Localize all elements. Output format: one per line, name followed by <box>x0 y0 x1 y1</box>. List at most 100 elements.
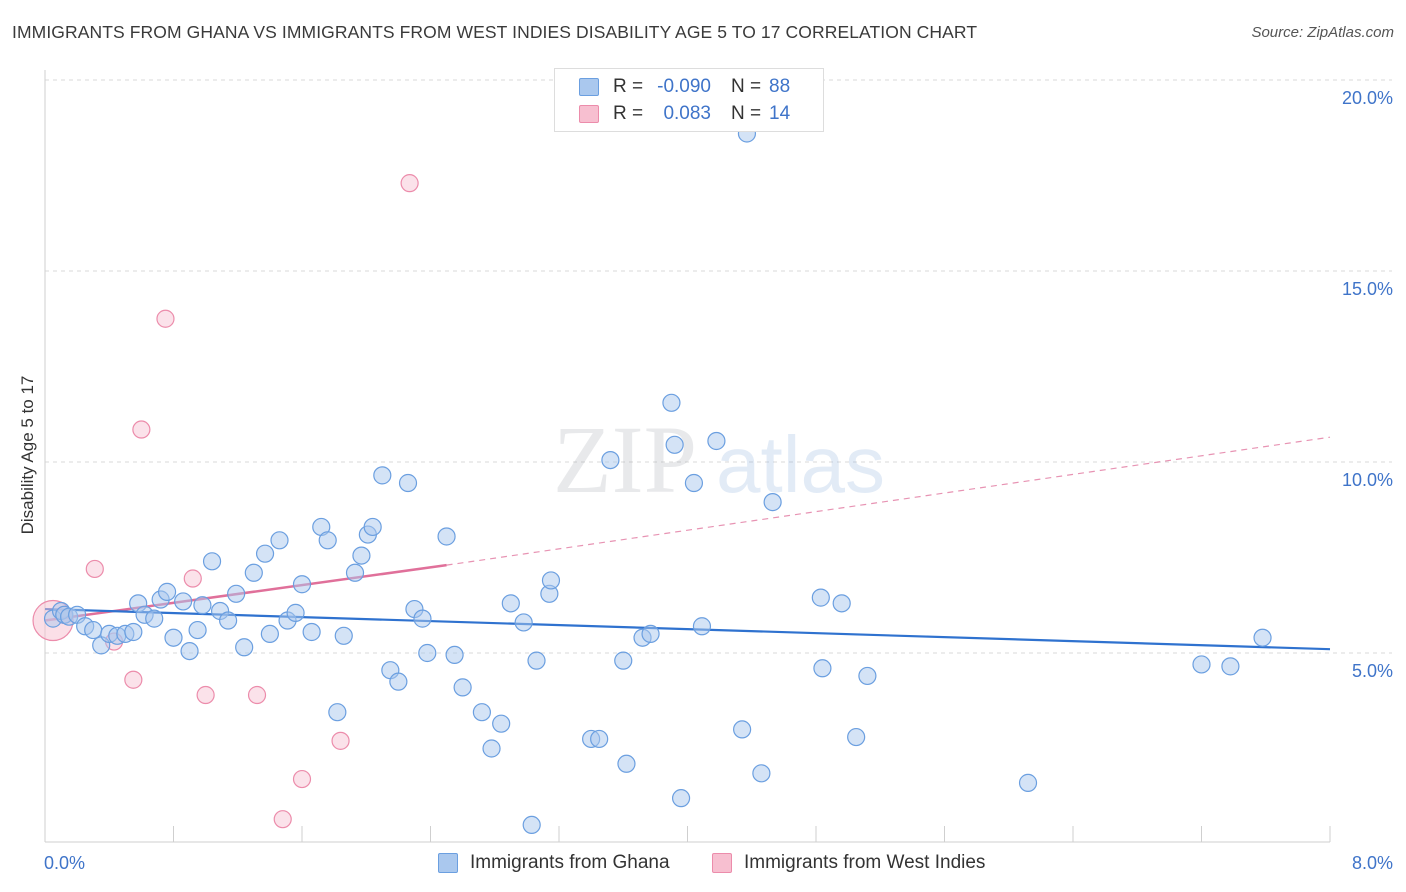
data-point-west-indies <box>132 420 151 439</box>
data-point-ghana <box>445 645 464 665</box>
legend-n-label: N = <box>731 76 762 97</box>
legend-r-value: -0.090 <box>657 76 711 97</box>
data-point-ghana <box>418 643 437 663</box>
legend-n-value: 88 <box>769 76 791 97</box>
data-point-ghana <box>453 678 472 697</box>
data-point-ghana <box>328 703 347 722</box>
data-point-ghana <box>318 531 337 550</box>
data-point-ghana <box>692 617 712 636</box>
legend-label-ghana: Immigrants from Ghana <box>470 852 670 873</box>
data-point-ghana <box>124 622 143 642</box>
data-point-west-indies <box>85 559 104 579</box>
data-point-ghana <box>398 473 418 493</box>
data-point-ghana <box>157 582 177 601</box>
data-point-ghana <box>286 603 305 622</box>
legend-swatch-ghana <box>579 78 599 96</box>
data-point-ghana <box>164 628 183 647</box>
data-point-ghana <box>847 727 866 747</box>
data-point-ghana <box>752 764 771 783</box>
legend-item-west-indies: Immigrants from West Indies <box>712 852 985 874</box>
legend-swatch-ghana <box>438 853 458 873</box>
data-point-ghana <box>813 659 832 678</box>
data-point-west-indies <box>124 670 143 689</box>
data-point-ghana <box>193 596 212 615</box>
data-point-ghana <box>334 626 353 645</box>
legend-n-value: 14 <box>769 103 791 124</box>
legend-r-label: R = <box>613 76 644 97</box>
series-legend: Immigrants from Ghana Immigrants from We… <box>0 852 1406 878</box>
data-point-ghana <box>270 531 289 550</box>
data-point-west-indies <box>183 569 202 588</box>
trend-line <box>44 607 1331 651</box>
data-point-ghana <box>662 393 681 412</box>
y-tick-label: 20.0% <box>1342 88 1393 108</box>
data-point-west-indies <box>273 810 292 829</box>
data-point-ghana <box>492 714 511 733</box>
data-point-ghana <box>188 620 207 640</box>
data-point-ghana <box>641 624 660 644</box>
y-tick-label: 15.0% <box>1342 279 1393 299</box>
data-point-ghana <box>180 641 199 661</box>
chart-title: IMMIGRANTS FROM GHANA VS IMMIGRANTS FROM… <box>12 22 978 42</box>
y-tick-labels: 5.0% 10.0% 15.0% 20.0% <box>1342 88 1393 681</box>
data-point-ghana <box>601 450 620 470</box>
legend-r-label: R = <box>613 103 644 124</box>
data-point-ghana <box>1018 773 1038 792</box>
data-point-west-indies <box>196 685 215 705</box>
data-point-ghana <box>413 609 432 628</box>
data-point-west-indies <box>292 769 312 789</box>
data-point-ghana <box>671 789 691 808</box>
data-point-ghana <box>373 466 392 485</box>
watermark-atlas: atlas <box>716 420 885 509</box>
data-point-ghana <box>1253 628 1272 647</box>
data-point-ghana <box>472 703 491 722</box>
data-point-ghana <box>302 622 321 642</box>
y-tick-label: 5.0% <box>1352 661 1393 681</box>
legend-item-ghana: Immigrants from Ghana <box>438 852 670 874</box>
data-point-ghana <box>665 435 684 454</box>
data-point-ghana <box>522 815 541 835</box>
data-point-ghana <box>707 431 726 451</box>
data-point-ghana <box>363 517 382 537</box>
data-point-ghana <box>255 544 275 563</box>
data-point-west-indies <box>400 174 419 193</box>
legend-row-west-indies: R = 0.083 N = 14 <box>579 101 790 127</box>
data-point-ghana <box>501 594 520 613</box>
data-point-ghana <box>811 588 830 607</box>
data-point-ghana <box>482 739 501 758</box>
data-point-west-indies <box>331 731 350 750</box>
legend-row-ghana: R = -0.090 N = 88 <box>579 74 790 100</box>
data-point-ghana <box>292 575 312 594</box>
trend-ghana <box>44 607 1331 651</box>
x-tick-label: 0.0% <box>44 853 85 873</box>
watermark-zip: ZIP <box>553 406 697 513</box>
legend-n-label: N = <box>731 103 762 124</box>
data-point-ghana <box>145 609 164 628</box>
data-point-ghana <box>202 552 222 571</box>
data-point-ghana <box>1221 657 1240 676</box>
data-point-ghana <box>590 729 609 749</box>
data-point-ghana <box>244 563 263 582</box>
data-point-ghana <box>514 613 533 632</box>
data-point-ghana <box>227 584 246 603</box>
stats-legend: R = -0.090 N = 88 R = 0.083 N = 14 <box>554 68 824 132</box>
trend-line-dashed <box>446 436 1331 566</box>
data-point-ghana <box>389 672 408 691</box>
legend-r-value: 0.083 <box>663 103 711 124</box>
data-point-ghana <box>352 546 371 565</box>
legend-swatch-west-indies <box>579 105 599 123</box>
data-point-ghana <box>617 754 636 773</box>
data-point-ghana <box>527 651 546 670</box>
legend-label-west-indies: Immigrants from West Indies <box>744 852 986 873</box>
source-label: Source: ZipAtlas.com <box>1251 24 1394 41</box>
grid-lines <box>45 79 1392 654</box>
data-point-ghana <box>260 624 279 644</box>
data-point-ghana <box>684 473 704 493</box>
data-point-ghana <box>235 638 254 657</box>
data-point-ghana <box>437 527 456 546</box>
watermark: ZIP atlas <box>553 406 885 513</box>
data-point-ghana <box>84 620 103 640</box>
legend-swatch-west-indies <box>712 853 732 873</box>
data-point-west-indies <box>247 685 267 705</box>
